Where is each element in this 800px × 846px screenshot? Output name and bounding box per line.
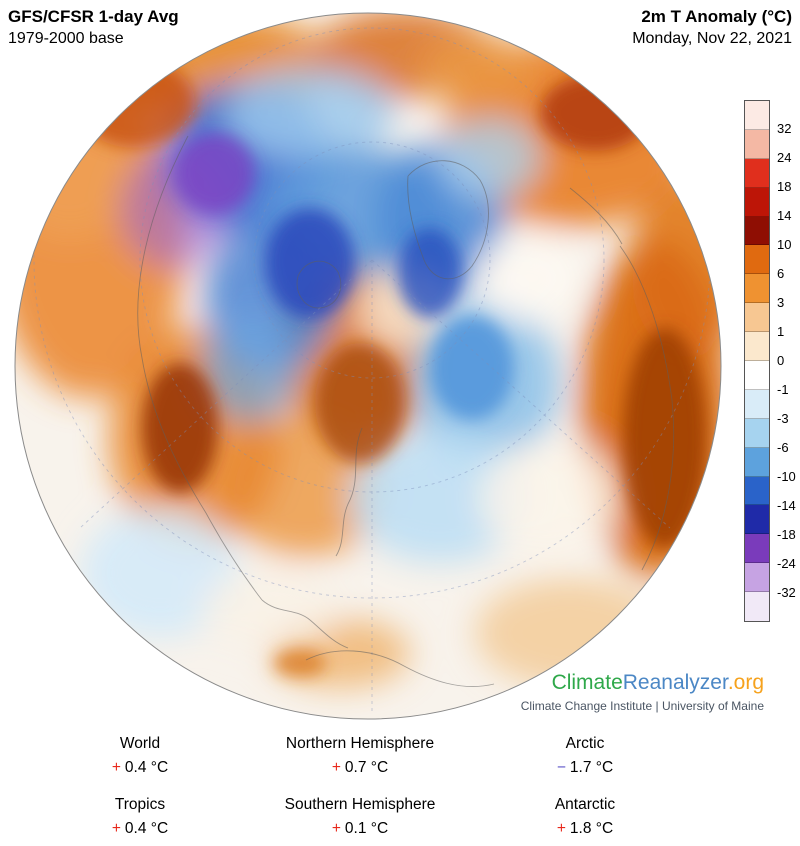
stat-number: 0.1 °C: [344, 820, 389, 837]
color-swatch: [745, 332, 769, 362]
stat-sign: +: [111, 759, 121, 776]
color-scale-tick: 1: [777, 324, 785, 339]
color-swatch: [745, 476, 769, 506]
stat-value: +0.1 °C: [240, 817, 480, 841]
color-swatch: [745, 447, 769, 477]
globe-anomaly-map: [10, 8, 726, 724]
baseline-label: 1979-2000 base: [8, 30, 124, 47]
stat-northern-hemisphere: Northern Hemisphere +0.7 °C: [240, 732, 480, 784]
stat-tropics: Tropics +0.4 °C: [40, 793, 240, 845]
stat-sign: +: [111, 820, 121, 837]
color-swatch: [745, 592, 769, 622]
color-scale-tick: -3: [777, 411, 789, 426]
stat-world: World +0.4 °C: [40, 732, 240, 784]
color-swatch: [745, 101, 769, 130]
header-right: 2m T Anomaly (°C) Monday, Nov 22, 2021: [632, 6, 792, 49]
color-scale-tick: -6: [777, 440, 789, 455]
logo-part-reanalyzer: Reanalyzer: [622, 671, 728, 694]
stat-value: +1.8 °C: [480, 817, 690, 841]
stat-sign: +: [331, 759, 341, 776]
color-swatch: [745, 389, 769, 419]
variable-title: 2m T Anomaly (°C): [641, 7, 792, 26]
globe-svg: [14, 12, 722, 720]
color-swatch: [745, 158, 769, 188]
institute-label: Climate Change Institute | University of…: [520, 699, 764, 713]
color-swatch: [745, 418, 769, 448]
climatereanalyzer-logo[interactable]: ClimateReanalyzer.org: [521, 670, 764, 696]
color-scale-swatches: [744, 100, 770, 622]
stat-value: −1.7 °C: [480, 756, 690, 780]
color-scale-tick: 6: [777, 266, 785, 281]
color-scale-tick: -1: [777, 382, 789, 397]
color-swatch: [745, 187, 769, 217]
stat-southern-hemisphere: Southern Hemisphere +0.1 °C: [240, 793, 480, 845]
branding: ClimateReanalyzer.org Climate Change Ins…: [521, 670, 764, 715]
color-swatch: [745, 505, 769, 535]
stat-sign: −: [556, 759, 566, 776]
color-scale-tick: 18: [777, 179, 792, 194]
stat-antarctic: Antarctic +1.8 °C: [480, 793, 690, 845]
color-scale-tick: 32: [777, 121, 792, 136]
stat-label: Arctic: [565, 735, 605, 752]
logo-part-org: .org: [727, 671, 764, 694]
stat-sign: +: [331, 820, 341, 837]
color-scale-tick: -18: [777, 527, 796, 542]
logo-part-climate: Climate: [551, 671, 623, 694]
stat-sign: +: [556, 820, 566, 837]
color-swatch: [745, 303, 769, 333]
color-scale-legend: 32 24 18 14 10 6 3 1 0 -1 -3 -6 -10 -14 -18 -24 -32: [744, 100, 800, 622]
stat-value: +0.4 °C: [40, 817, 240, 841]
color-scale-tick: 14: [777, 208, 792, 223]
model-title: GFS/CFSR 1-day Avg: [8, 7, 179, 26]
color-scale-tick: -14: [777, 498, 796, 513]
color-swatch: [745, 534, 769, 564]
stat-label: Tropics: [114, 796, 166, 813]
stat-label: Northern Hemisphere: [285, 735, 435, 752]
color-swatch: [745, 361, 769, 390]
color-scale-tick: 24: [777, 150, 792, 165]
color-scale-tick: -32: [777, 585, 796, 600]
summary-stats: World +0.4 °C Northern Hemisphere +0.7 °…: [0, 732, 800, 845]
color-scale-tick: 10: [777, 237, 792, 252]
color-scale-tick: -10: [777, 469, 796, 484]
stat-number: 0.4 °C: [124, 759, 169, 776]
color-swatch: [745, 216, 769, 246]
stat-number: 0.7 °C: [344, 759, 389, 776]
stat-value: +0.7 °C: [240, 756, 480, 780]
stat-label: Antarctic: [554, 796, 616, 813]
stat-arctic: Arctic −1.7 °C: [480, 732, 690, 784]
date-label: Monday, Nov 22, 2021: [632, 30, 792, 47]
header-left: GFS/CFSR 1-day Avg 1979-2000 base: [8, 6, 179, 49]
color-scale-tick: -24: [777, 556, 796, 571]
stat-label: Southern Hemisphere: [284, 796, 436, 813]
globe-outline: [14, 12, 722, 720]
color-scale-tick: 3: [777, 295, 785, 310]
color-scale-tick: 0: [777, 353, 785, 368]
color-scale-ticks: 32 24 18 14 10 6 3 1 0 -1 -3 -6 -10 -14 -18 -24 -32: [777, 100, 800, 622]
stat-number: 1.7 °C: [569, 759, 614, 776]
stat-number: 1.8 °C: [569, 820, 614, 837]
stat-number: 0.4 °C: [124, 820, 169, 837]
stat-label: World: [119, 735, 161, 752]
color-swatch: [745, 245, 769, 275]
coastlines: [137, 135, 675, 687]
stat-value: +0.4 °C: [40, 756, 240, 780]
color-swatch: [745, 129, 769, 159]
color-swatch: [745, 274, 769, 304]
color-swatch: [745, 563, 769, 593]
